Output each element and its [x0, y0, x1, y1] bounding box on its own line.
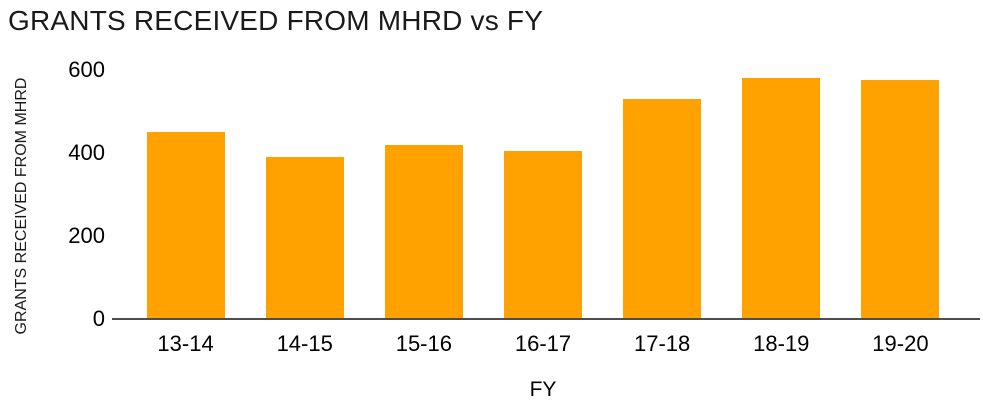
x-tick-label: 17-18	[634, 331, 691, 356]
bar-slot	[483, 70, 602, 319]
y-axis-title: GRANTS RECEIVED FROM MHRD	[13, 77, 30, 335]
bar-18-19	[742, 78, 821, 319]
bar-16-17	[503, 150, 582, 319]
x-tick-label: 19-20	[872, 331, 929, 356]
bar-slot	[722, 70, 841, 319]
bar-15-16	[384, 144, 463, 319]
x-tick-label: 14-15	[276, 331, 333, 356]
bar-slot	[245, 70, 364, 319]
x-tick-label: 18-19	[753, 331, 810, 356]
bar-13-14	[146, 132, 225, 319]
bar-17-18	[623, 99, 702, 319]
y-tick-label: 400	[68, 140, 105, 165]
y-tick-label: 600	[68, 57, 105, 82]
bar-slot	[603, 70, 722, 319]
bar-slot	[364, 70, 483, 319]
x-tick-label: 13-14	[157, 331, 214, 356]
x-tick-label: 15-16	[395, 331, 452, 356]
bar-slot	[126, 70, 245, 319]
y-tick-label: 0	[92, 306, 105, 331]
x-tick-label: 16-17	[514, 331, 572, 356]
x-axis-line	[112, 318, 980, 320]
x-axis-title: FY	[529, 378, 557, 401]
bar-slot	[841, 70, 960, 319]
bar-14-15	[265, 157, 344, 319]
bar-19-20	[861, 80, 940, 319]
chart-title: GRANTS RECEIVED FROM MHRD vs FY	[8, 5, 544, 36]
plot-area	[126, 70, 960, 319]
y-tick-label: 200	[68, 223, 105, 248]
